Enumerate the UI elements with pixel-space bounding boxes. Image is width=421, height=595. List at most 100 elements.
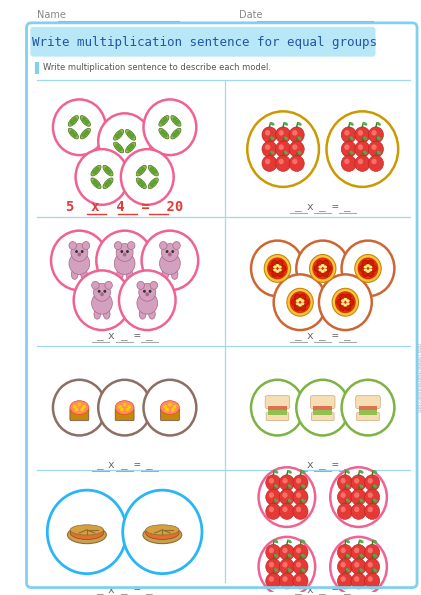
- FancyBboxPatch shape: [265, 396, 290, 409]
- Ellipse shape: [70, 400, 89, 415]
- Circle shape: [358, 145, 363, 150]
- Circle shape: [362, 260, 368, 266]
- Circle shape: [368, 127, 384, 143]
- Ellipse shape: [125, 142, 136, 153]
- Text: _: _: [344, 584, 351, 594]
- Circle shape: [80, 408, 84, 412]
- Ellipse shape: [67, 526, 107, 544]
- Circle shape: [293, 503, 308, 519]
- Ellipse shape: [377, 151, 381, 154]
- Circle shape: [47, 490, 127, 574]
- Circle shape: [296, 380, 349, 436]
- Ellipse shape: [288, 484, 292, 488]
- Ellipse shape: [278, 265, 282, 268]
- Circle shape: [341, 576, 346, 582]
- Circle shape: [279, 489, 294, 505]
- Circle shape: [355, 155, 370, 171]
- Circle shape: [92, 281, 99, 289]
- Bar: [268, 409, 287, 415]
- Circle shape: [338, 559, 352, 575]
- Ellipse shape: [364, 268, 368, 271]
- Ellipse shape: [346, 302, 350, 305]
- Ellipse shape: [146, 527, 179, 540]
- Ellipse shape: [296, 302, 299, 305]
- Circle shape: [371, 159, 377, 164]
- Text: _: _: [344, 202, 351, 212]
- Ellipse shape: [162, 270, 168, 280]
- Ellipse shape: [270, 136, 274, 140]
- Circle shape: [160, 130, 165, 134]
- Circle shape: [296, 478, 301, 484]
- Circle shape: [161, 243, 179, 261]
- FancyBboxPatch shape: [357, 412, 379, 421]
- Ellipse shape: [359, 499, 364, 502]
- Circle shape: [168, 252, 172, 256]
- FancyBboxPatch shape: [312, 412, 334, 421]
- Ellipse shape: [344, 303, 347, 306]
- Circle shape: [76, 149, 128, 205]
- Circle shape: [93, 283, 110, 301]
- Circle shape: [354, 478, 359, 484]
- Circle shape: [330, 467, 387, 527]
- Ellipse shape: [71, 270, 78, 280]
- Ellipse shape: [298, 303, 302, 306]
- Ellipse shape: [377, 122, 381, 126]
- Text: x: x: [108, 461, 115, 470]
- Circle shape: [338, 503, 352, 519]
- Circle shape: [140, 167, 145, 172]
- Circle shape: [345, 294, 351, 300]
- Circle shape: [262, 155, 277, 171]
- Ellipse shape: [301, 568, 306, 572]
- Ellipse shape: [91, 165, 101, 176]
- Circle shape: [266, 475, 281, 491]
- Circle shape: [115, 134, 120, 139]
- Circle shape: [368, 492, 373, 498]
- Circle shape: [71, 243, 88, 261]
- Ellipse shape: [368, 268, 372, 271]
- Circle shape: [150, 281, 157, 289]
- Circle shape: [84, 120, 89, 125]
- Ellipse shape: [274, 554, 278, 558]
- Circle shape: [127, 146, 132, 151]
- Ellipse shape: [297, 122, 302, 126]
- Circle shape: [171, 408, 175, 412]
- Text: =: =: [133, 584, 140, 594]
- Circle shape: [365, 503, 380, 519]
- Circle shape: [351, 475, 366, 491]
- Circle shape: [358, 130, 363, 136]
- Circle shape: [296, 547, 301, 553]
- Circle shape: [276, 155, 290, 171]
- Circle shape: [330, 537, 387, 595]
- Ellipse shape: [149, 309, 155, 319]
- Circle shape: [351, 489, 366, 505]
- Ellipse shape: [103, 178, 113, 189]
- Circle shape: [292, 299, 297, 305]
- Circle shape: [348, 299, 354, 305]
- Circle shape: [82, 117, 86, 122]
- Text: x: x: [108, 331, 115, 341]
- Ellipse shape: [274, 470, 278, 474]
- Ellipse shape: [366, 264, 370, 267]
- Circle shape: [81, 250, 84, 253]
- Circle shape: [117, 146, 123, 151]
- Ellipse shape: [318, 268, 322, 271]
- Circle shape: [355, 141, 370, 157]
- Circle shape: [144, 99, 196, 155]
- Circle shape: [82, 405, 86, 409]
- Circle shape: [371, 145, 377, 150]
- Circle shape: [341, 478, 346, 484]
- Circle shape: [279, 573, 294, 589]
- Circle shape: [82, 242, 90, 249]
- Circle shape: [51, 231, 108, 290]
- Circle shape: [160, 252, 180, 274]
- Circle shape: [294, 294, 300, 300]
- Circle shape: [168, 403, 172, 406]
- Circle shape: [340, 294, 345, 300]
- Ellipse shape: [301, 540, 306, 543]
- Circle shape: [309, 255, 336, 283]
- Ellipse shape: [346, 299, 350, 302]
- Ellipse shape: [284, 122, 288, 126]
- Text: _: _: [121, 584, 128, 594]
- Ellipse shape: [284, 151, 288, 154]
- Circle shape: [341, 141, 356, 157]
